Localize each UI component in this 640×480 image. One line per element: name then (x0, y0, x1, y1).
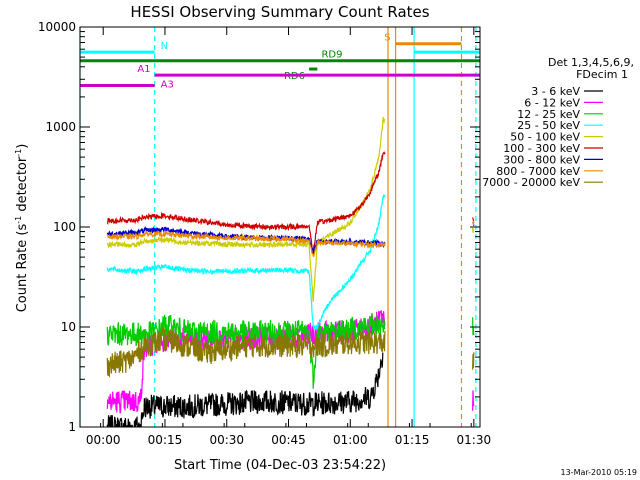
series-2 (106, 312, 475, 389)
legend-label-6: 300 - 800 keV (503, 153, 580, 166)
legend-label-0: 3 - 6 keV (531, 85, 580, 98)
series-line-4-0 (106, 116, 386, 302)
series-line-7-1 (472, 220, 475, 227)
legend-header-1: Det 1,3,4,5,6,9, (548, 56, 634, 69)
legend-label-3: 25 - 50 keV (517, 119, 580, 132)
series-line-0-0 (106, 352, 384, 427)
series-line-7-0 (106, 230, 386, 257)
legend-label-4: 50 - 100 keV (510, 131, 580, 144)
x-tick-label-1: 00:15 (148, 433, 183, 447)
series-line-8-1 (472, 352, 475, 370)
annotation-label-n: N (161, 41, 168, 52)
legend-label-8: 7000 - 20000 keV (482, 176, 580, 189)
y-axis-label-end: ) (15, 144, 30, 149)
legend-label-1: 6 - 12 keV (524, 96, 580, 109)
axes: 00:00 00:15 00:30 00:45 01:00 01:15 01:30 1 10 10… (38, 20, 491, 447)
y-tick-label-0: 1 (68, 420, 76, 434)
annotation-label-s: S (384, 33, 390, 44)
series-line-5-0 (106, 151, 386, 255)
series-line-1-1 (472, 390, 475, 411)
x-tick-label-5: 01:15 (395, 433, 430, 447)
annotation-label-a1: A1 (137, 64, 150, 75)
series-4 (106, 116, 475, 302)
legend-label-5: 100 - 300 keV (503, 142, 580, 155)
y-axis-label-mid: detector (15, 156, 30, 216)
series-line-5-1 (472, 217, 475, 222)
series-line-8-0 (106, 326, 386, 379)
annotation-label-rd9: RD9 (321, 50, 342, 61)
x-tick-label-3: 00:45 (271, 433, 306, 447)
y-tick-label-2: 100 (53, 220, 76, 234)
plot-area (79, 27, 477, 427)
legend-header-2: FDecim 1 (576, 68, 628, 81)
series-line-3-0 (106, 194, 386, 331)
series-7 (106, 220, 475, 257)
x-tick-label-6: 01:30 (457, 433, 492, 447)
x-tick-label-4: 01:00 (333, 433, 368, 447)
x-tick-label-0: 00:00 (86, 433, 121, 447)
series-line-4-1 (472, 227, 475, 233)
y-axis-label-main: Count Rate (s (15, 224, 30, 313)
annotation-label-a3: A3 (161, 80, 174, 91)
chart-title: HESSI Observing Summary Count Rates (130, 3, 429, 21)
y-tick-label-3: 1000 (45, 120, 76, 134)
generation-timestamp: 13-Mar-2010 05:19 (561, 468, 638, 477)
x-axis-label: Start Time (04-Dec-03 23:54:22) (174, 458, 386, 473)
y-tick-label-4: 10000 (38, 20, 76, 34)
series-8 (106, 326, 475, 379)
series-line-2-1 (472, 317, 475, 336)
legend-label-7: 800 - 7000 keV (496, 165, 580, 178)
annotation-layer: NSRD9RD6A1A3 (80, 33, 480, 91)
y-axis-label-sup1: -1 (14, 216, 23, 224)
y-tick-label-1: 10 (61, 320, 76, 334)
series-5 (106, 151, 475, 255)
series-line-2-0 (106, 312, 386, 389)
legend-label-2: 12 - 25 keV (517, 108, 580, 121)
series-0 (106, 352, 384, 427)
y-axis-label: Count Rate (s-1 detector-1) (14, 144, 30, 313)
x-tick-label-2: 00:30 (209, 433, 244, 447)
y-axis-label-sup2: -1 (14, 149, 23, 157)
